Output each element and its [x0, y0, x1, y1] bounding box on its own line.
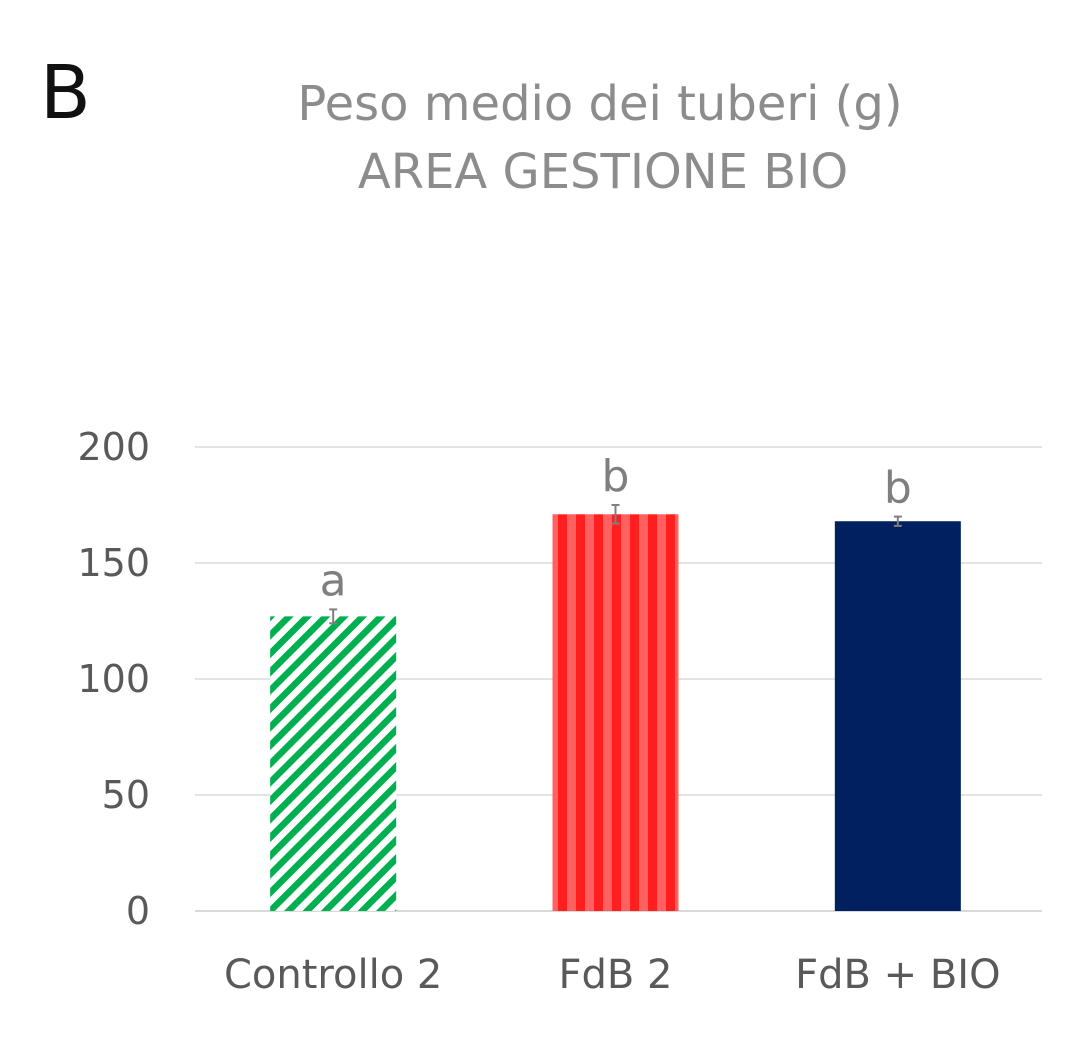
y-tick-label: 100 — [77, 657, 150, 701]
panel-label: B — [40, 50, 91, 136]
y-tick-label: 150 — [77, 541, 150, 585]
y-axis-ticks: 0 50 100 150 200 — [77, 425, 150, 933]
bars: a b b — [270, 451, 961, 911]
chart-subtitle: AREA GESTIONE BIO — [358, 144, 848, 200]
significance-letter: b — [884, 463, 912, 514]
y-tick-label: 50 — [102, 773, 150, 817]
x-axis-labels: Controllo 2 FdB 2 FdB + BIO — [224, 952, 1001, 998]
y-tick-label: 0 — [126, 889, 150, 933]
chart-title: Peso medio dei tuberi (g) — [297, 76, 902, 132]
x-category-label: FdB 2 — [558, 952, 672, 998]
bar — [270, 616, 397, 911]
significance-letter: b — [602, 451, 630, 502]
bar — [552, 514, 679, 911]
significance-letter: a — [320, 555, 347, 606]
y-tick-label: 200 — [77, 425, 150, 469]
bar — [834, 521, 961, 911]
x-category-label: FdB + BIO — [795, 952, 1001, 998]
x-category-label: Controllo 2 — [224, 952, 442, 998]
